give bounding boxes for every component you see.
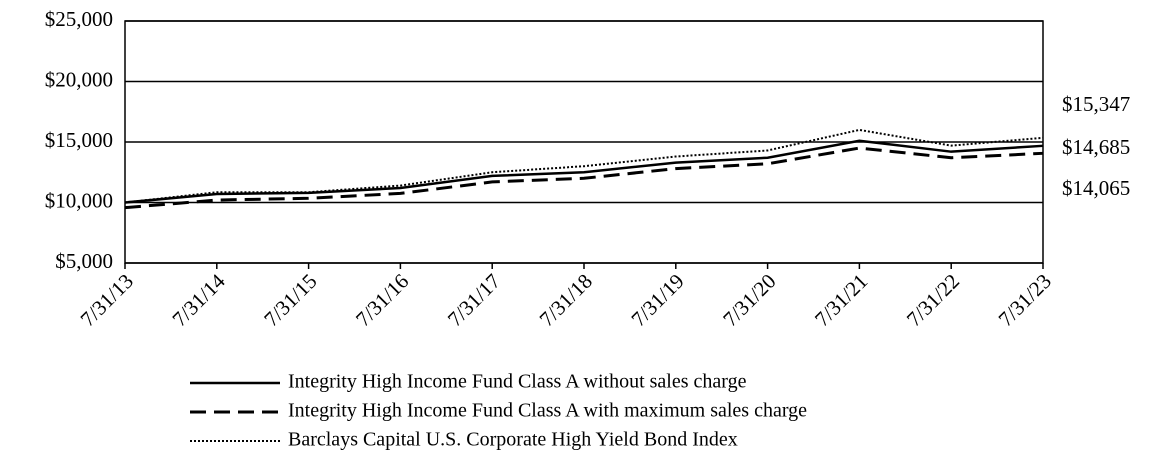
- series-line: [124, 139, 1044, 204]
- x-tick-label: 7/31/17: [443, 269, 505, 331]
- x-tick-label: 7/31/20: [718, 269, 780, 331]
- legend-label: Barclays Capital U.S. Corporate High Yie…: [288, 429, 738, 451]
- x-tick-label: 7/31/18: [535, 269, 597, 331]
- y-tick-label: $10,000: [45, 188, 113, 212]
- x-tick-label: 7/31/15: [259, 269, 321, 331]
- legend-label: Integrity High Income Fund Class A witho…: [288, 371, 747, 393]
- end-value-label: $14,065: [1062, 176, 1130, 200]
- x-tick-label: 7/31/14: [167, 269, 230, 332]
- x-tick-label: 7/31/23: [994, 269, 1056, 331]
- series-line: [124, 128, 1044, 204]
- x-tick-label: 7/31/22: [902, 269, 964, 331]
- x-tick-label: 7/31/19: [626, 269, 688, 331]
- legend-label: Integrity High Income Fund Class A with …: [288, 400, 807, 422]
- y-tick-label: $5,000: [55, 249, 113, 273]
- x-tick-label: 7/31/16: [351, 269, 413, 331]
- series-line: [124, 146, 1044, 210]
- y-tick-label: $15,000: [45, 128, 113, 152]
- y-tick-label: $25,000: [45, 7, 113, 31]
- y-tick-label: $20,000: [45, 67, 113, 91]
- end-value-label: $14,685: [1062, 135, 1130, 159]
- x-tick-label: 7/31/13: [76, 269, 138, 331]
- x-tick-label: 7/31/21: [810, 269, 872, 331]
- end-value-label: $15,347: [1062, 92, 1130, 116]
